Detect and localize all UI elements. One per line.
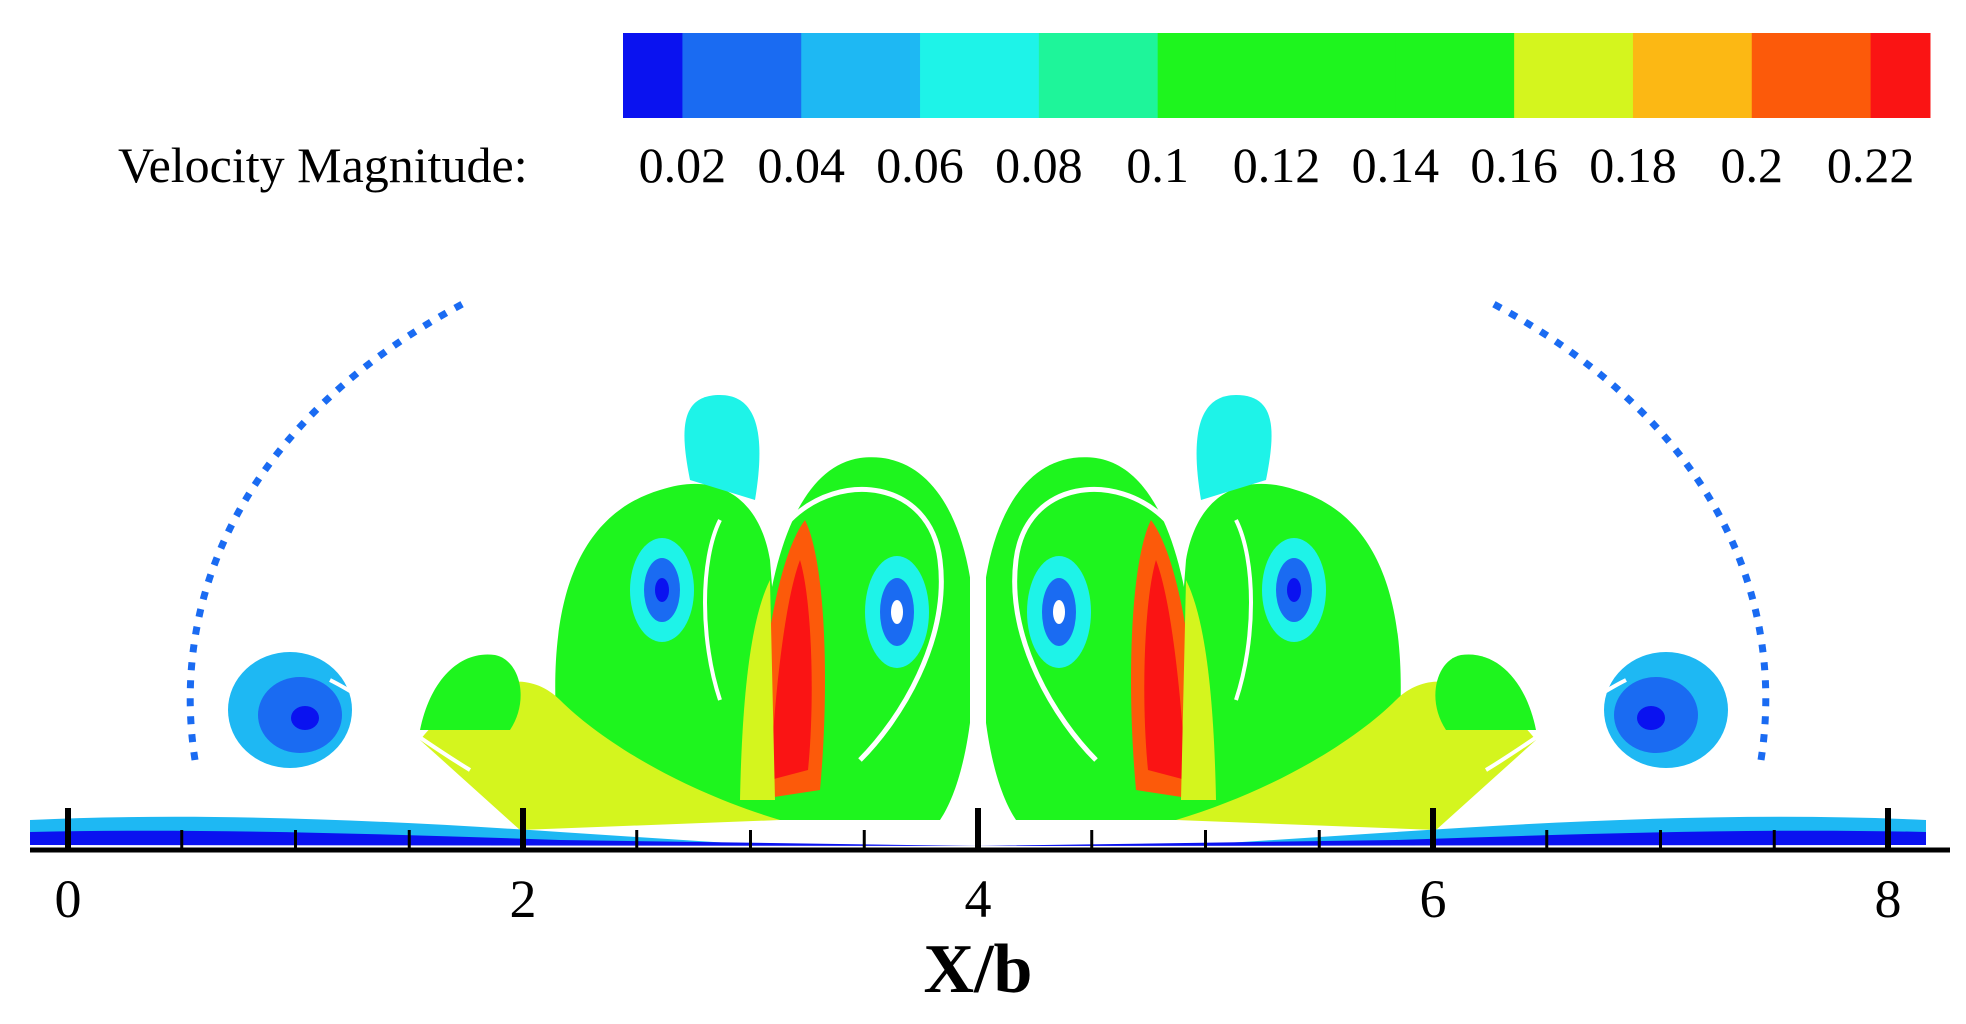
colorbar-swatch: [1514, 33, 1634, 118]
contour-band: [740, 580, 775, 800]
colorbar-tick-label: 0.06: [876, 137, 964, 193]
streamline: [1012, 487, 1168, 762]
x-axis-tick-label: 4: [964, 869, 992, 929]
vortex-core: [891, 600, 903, 624]
colorbar-tick-label: 0.22: [1826, 137, 1915, 193]
contour-band: [30, 830, 980, 846]
contour-band: [1196, 395, 1272, 500]
colorbar-tick-label: 0.02: [638, 137, 727, 193]
x-axis-tick-label: 2: [509, 869, 537, 929]
colorbar-tick-label: 0.04: [757, 137, 845, 193]
vortex-core: [1053, 600, 1065, 624]
contour-field: [30, 296, 1926, 846]
colorbar-tick-label: 0.18: [1589, 137, 1677, 193]
streamline: [1484, 678, 1627, 772]
streamline: [329, 678, 472, 772]
vortex-core: [655, 578, 669, 602]
vortex-core: [1287, 578, 1301, 602]
streamline: [703, 519, 722, 701]
colorbar-tick-label: 0.12: [1232, 137, 1321, 193]
colorbar-swatch: [1157, 33, 1277, 118]
colorbar-swatch: [1632, 33, 1753, 118]
colorbar-swatch: [1276, 33, 1396, 118]
colorbar-swatch: [623, 33, 683, 118]
colorbar-swatch: [1395, 33, 1515, 118]
colorbar-swatch: [1751, 33, 1872, 118]
colorbar-swatch: [801, 33, 921, 118]
x-axis-title: X/b: [923, 931, 1033, 1008]
x-axis-tick-label: 8: [1874, 869, 1902, 929]
colorbar-swatch: [1038, 33, 1159, 118]
vortex-core: [1637, 706, 1665, 730]
symmetry-gap: [970, 460, 986, 840]
streamline: [1234, 519, 1253, 701]
contour-band: [555, 483, 790, 820]
streamline: [186, 296, 472, 761]
colorbar-swatch: [1870, 33, 1931, 118]
colorbar-tick-label: 0.1: [1126, 137, 1189, 193]
colorbar-swatch: [920, 33, 1040, 118]
contour-band: [1166, 483, 1401, 820]
contour-band: [1144, 560, 1186, 780]
contour-band: [976, 830, 1926, 846]
contour-band: [1435, 654, 1536, 730]
colorbar-swatch: [682, 33, 802, 118]
colorbar-tick-label: 0.2: [1720, 137, 1784, 193]
x-axis: [30, 808, 1950, 853]
contour-band: [684, 395, 760, 500]
colorbar: [623, 33, 1931, 118]
x-axis-tick-label: 6: [1419, 869, 1447, 929]
colorbar-title: Velocity Magnitude:: [118, 137, 528, 193]
colorbar-tick-label: 0.14: [1351, 137, 1440, 193]
x-axis-tick-label: 0: [54, 869, 82, 929]
streamline: [1484, 296, 1770, 761]
streamline: [788, 487, 944, 762]
colorbar-tick-label: 0.08: [995, 137, 1083, 193]
colorbar-tick-label: 0.16: [1470, 137, 1558, 193]
contour-band: [420, 654, 521, 730]
vortex-core: [291, 706, 319, 730]
contour-band: [1181, 580, 1216, 800]
contour-band: [770, 560, 812, 780]
